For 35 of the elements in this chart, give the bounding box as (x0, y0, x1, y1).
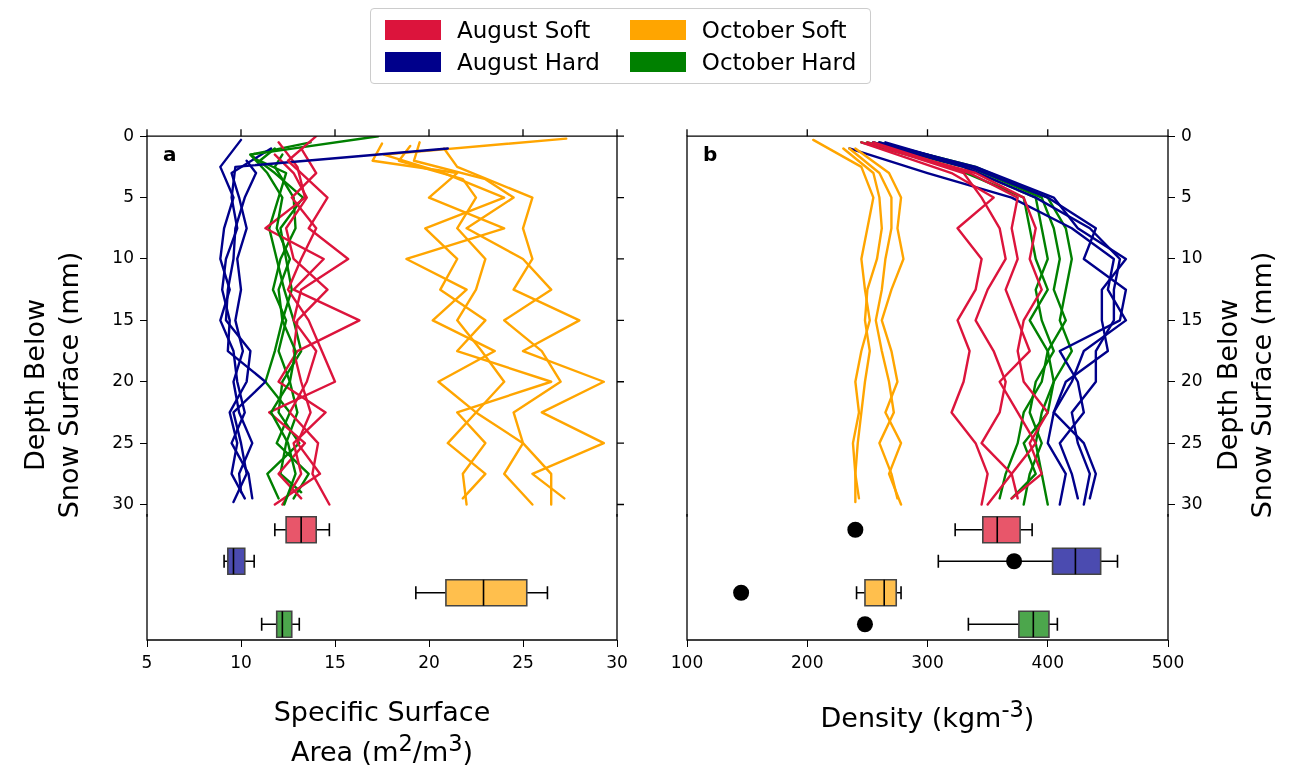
y-tick-label: 5 (1181, 186, 1192, 207)
y-tick-label: 10 (112, 247, 134, 268)
y-tick-label: 15 (1181, 308, 1203, 329)
x-axis-title: Specific Surface Area (m$^{2}$/m$^{3}$) (272, 695, 492, 769)
y-tick-label: 30 (112, 492, 134, 513)
y-tick-label: 25 (112, 431, 134, 452)
x-tick-label: 200 (791, 651, 824, 672)
x-tick-label: 15 (324, 651, 346, 672)
y-tick-label: 0 (123, 124, 134, 145)
x-tick-label: 5 (141, 651, 153, 672)
y-tick-label: 20 (1181, 370, 1203, 391)
y-tick-label: 0 (1181, 124, 1192, 145)
y-tick-label: 10 (1181, 247, 1203, 268)
y-tick-label: 25 (1181, 431, 1203, 452)
y-tick-label: 5 (123, 186, 134, 207)
legend-label: October Hard (701, 49, 857, 75)
x-tick-label: 100 (670, 651, 704, 672)
annotation: a (163, 142, 177, 167)
y-tick-label: 20 (112, 370, 134, 391)
y-axis-title: Depth Below Snow Surface (mm) (1211, 251, 1278, 519)
legend-label: August Soft (457, 17, 591, 43)
x-tick-label: 400 (1031, 651, 1064, 672)
x-tick-label: 30 (606, 651, 628, 672)
annotation: b (703, 142, 718, 167)
legend-label: October Soft (701, 17, 847, 43)
y-tick-label: 30 (1181, 492, 1203, 513)
x-tick-label: 20 (418, 651, 440, 672)
y-tick-label: 15 (112, 308, 134, 329)
x-tick-label: 10 (230, 651, 252, 672)
y-axis-title: Depth Below Snow Surface (mm) (18, 251, 85, 519)
x-tick-label: 500 (1151, 651, 1185, 672)
x-tick-label: 300 (911, 651, 944, 672)
legend-label: August Hard (457, 49, 600, 75)
x-axis-title: Density (kgm$^{-3}$) (819, 695, 1036, 735)
x-tick-label: 25 (512, 651, 534, 672)
